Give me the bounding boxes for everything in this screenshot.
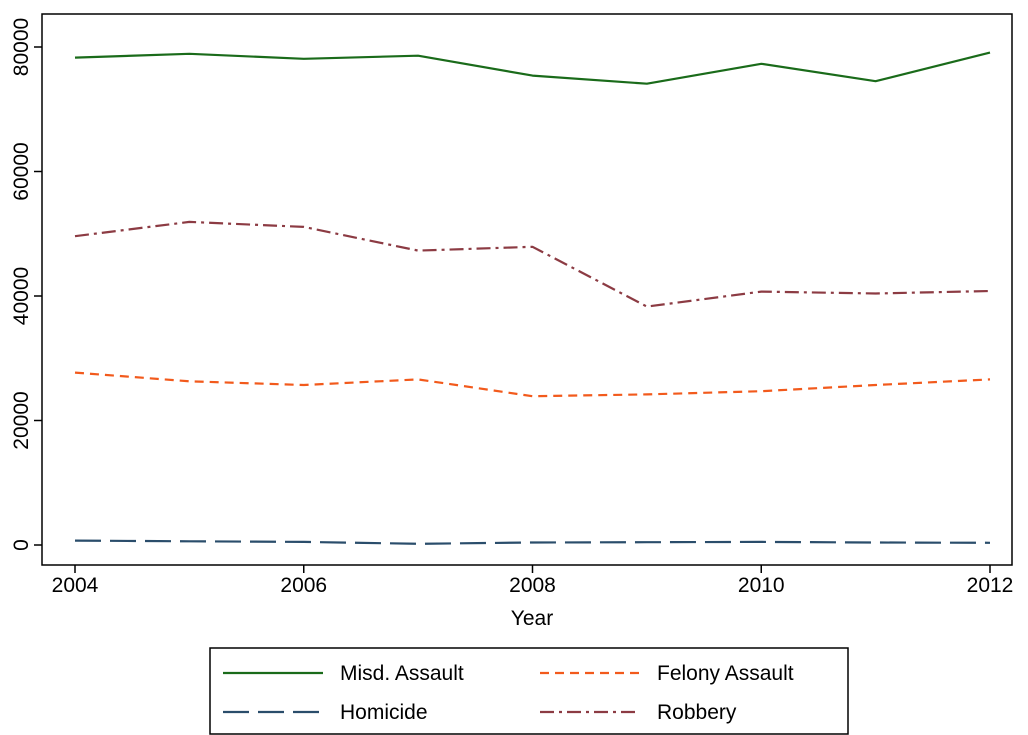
y-axis: 0 20000 40000 60000 80000 (10, 18, 42, 551)
series-line-robbery (74, 220, 991, 308)
x-tick-label: 2012 (967, 574, 1014, 597)
legend-label: Felony Assault (657, 662, 794, 685)
legend-label: Misd. Assault (340, 662, 464, 685)
series-layer (74, 51, 991, 545)
y-tick-label: 60000 (10, 142, 33, 200)
y-tick-label: 40000 (10, 267, 33, 325)
x-tick-label: 2004 (52, 574, 99, 597)
y-tick-label: 80000 (10, 18, 33, 76)
x-axis-title: Year (511, 607, 553, 630)
legend-label: Robbery (657, 701, 737, 724)
x-tick-label: 2008 (509, 574, 556, 597)
plot-frame (41, 13, 1013, 566)
legend: Misd. Assault Felony Assault Homicide Robbe… (209, 647, 849, 735)
legend-label: Homicide (340, 701, 428, 724)
legend-box (209, 647, 849, 735)
x-axis: 2004 2006 2008 2010 2012 (52, 565, 1014, 597)
y-tick-label: 20000 (10, 391, 33, 449)
series-line-misd-assault (74, 51, 991, 85)
series-line-homicide (74, 539, 991, 545)
x-tick-label: 2006 (280, 574, 327, 597)
series-line-felony-assault (74, 371, 991, 398)
y-tick-label: 0 (10, 539, 33, 551)
x-tick-label: 2010 (738, 574, 785, 597)
